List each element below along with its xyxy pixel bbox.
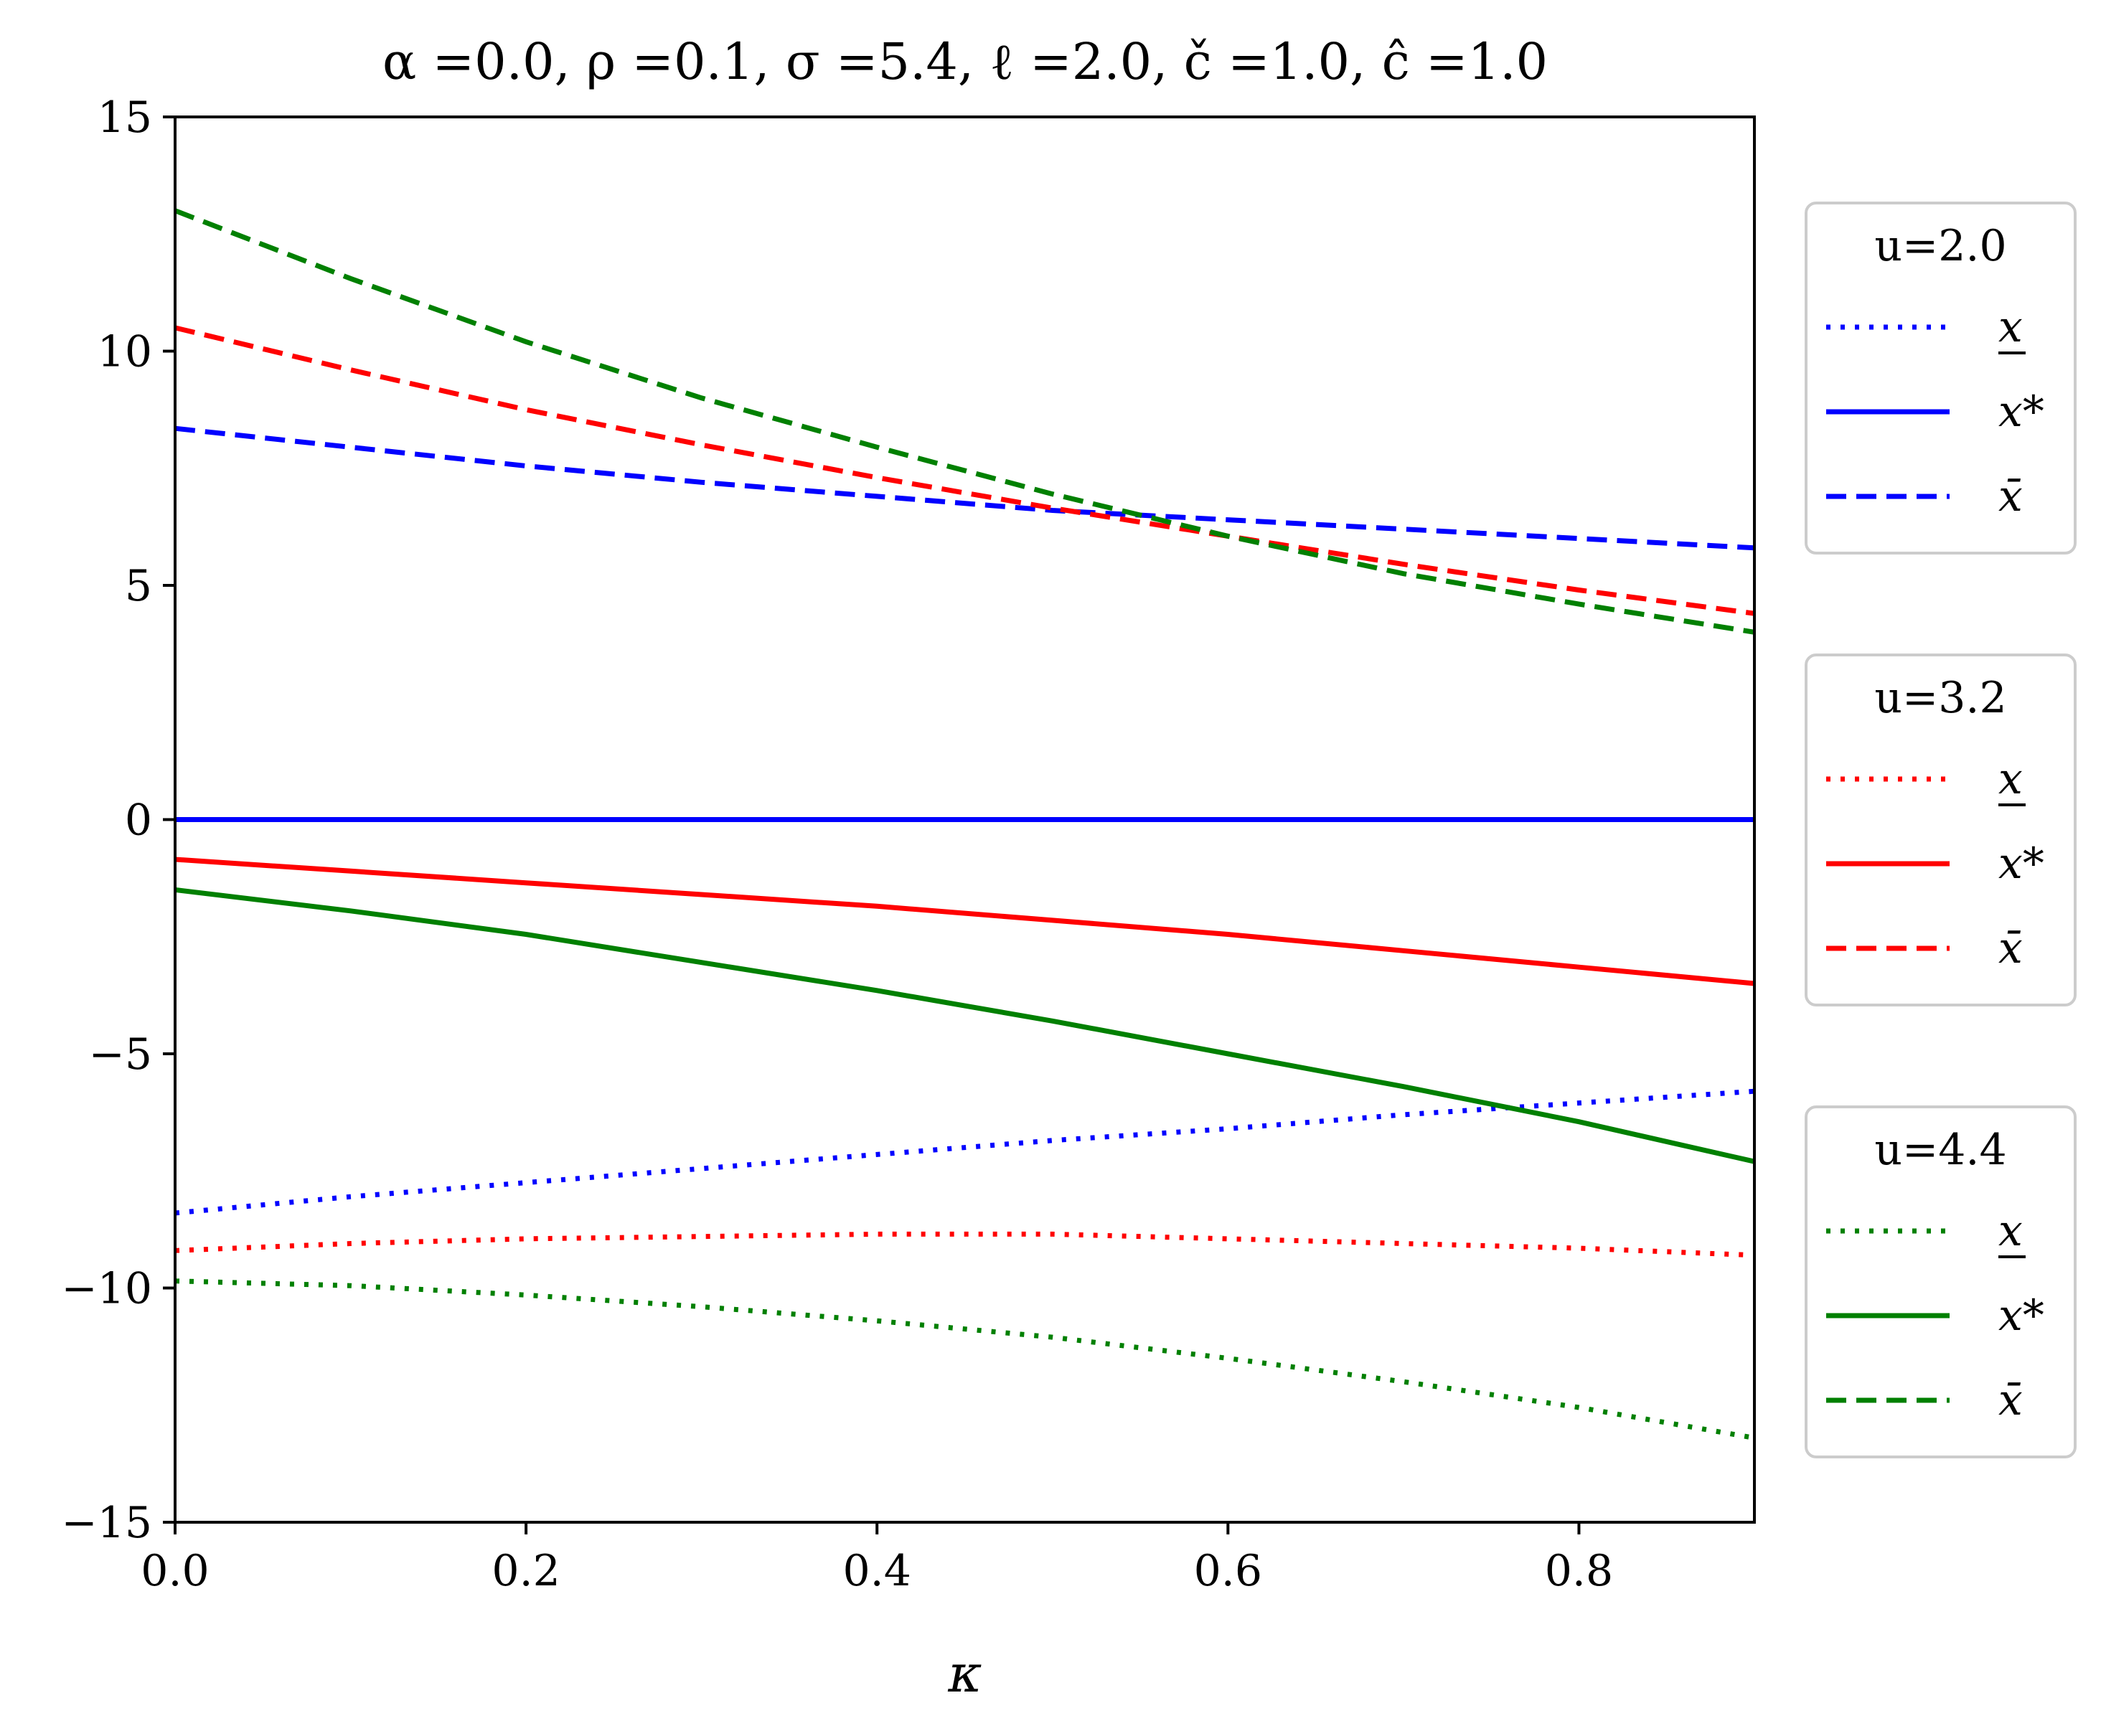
legend-label: x bbox=[1998, 1206, 2023, 1256]
legend-u-3-2: u=3.2 x x* x̄ bbox=[1805, 654, 2077, 1006]
y-tick-label: 0 bbox=[125, 796, 152, 846]
legend-label: x̄ bbox=[1998, 923, 2023, 973]
y-tick-label: 10 bbox=[98, 327, 152, 377]
legend-label: x* bbox=[1998, 1291, 2044, 1341]
y-tick-label: 5 bbox=[125, 561, 152, 611]
series-line-u-4-4-optimal bbox=[174, 887, 1755, 1164]
y-tick-label: −15 bbox=[61, 1498, 152, 1548]
x-axis-label: κ bbox=[947, 1643, 982, 1704]
legend-label: x* bbox=[1998, 839, 2044, 889]
y-tick-label: −10 bbox=[61, 1264, 152, 1314]
y-tick-label: −5 bbox=[89, 1029, 152, 1080]
legend-label: x* bbox=[1998, 387, 2044, 437]
legend-box bbox=[1805, 654, 2077, 1006]
x-tick-label: 0.4 bbox=[843, 1546, 911, 1596]
legend-box bbox=[1805, 1105, 2077, 1458]
y-axis: −15 −10 −5 0 5 10 15 bbox=[61, 93, 175, 1548]
series-line-u-3-2-lower bbox=[174, 1231, 1755, 1258]
series-line-u-2-0-lower bbox=[174, 1088, 1755, 1216]
legend-group: u=2.0 x x* x̄ u=3.2 x x* x̄ u=4.4 x x* x̄ bbox=[1805, 202, 2077, 1458]
legend-label: x bbox=[1998, 302, 2023, 352]
series-line-u-3-2-optimal bbox=[174, 857, 1755, 986]
x-axis: 0.0 0.2 0.4 0.6 0.8 bbox=[141, 1522, 1613, 1596]
legend-label: x bbox=[1998, 754, 2023, 804]
x-tick-label: 0.8 bbox=[1545, 1546, 1613, 1596]
legend-u-2-0: u=2.0 x x* x̄ bbox=[1805, 202, 2077, 555]
plot-area bbox=[174, 208, 1755, 1440]
legend-title: u=3.2 bbox=[1874, 673, 2006, 723]
legend-u-4-4: u=4.4 x x* x̄ bbox=[1805, 1105, 2077, 1458]
x-tick-label: 0.6 bbox=[1194, 1546, 1262, 1596]
x-tick-label: 0.0 bbox=[141, 1546, 209, 1596]
series-line-u-3-2-upper bbox=[174, 325, 1755, 616]
legend-title: u=2.0 bbox=[1874, 221, 2006, 271]
x-tick-label: 0.2 bbox=[492, 1546, 560, 1596]
legend-label: x̄ bbox=[1998, 471, 2023, 522]
legend-box bbox=[1805, 202, 2077, 555]
legend-label: x̄ bbox=[1998, 1375, 2023, 1425]
chart-title: α =0.0, ρ =0.1, σ =5.4, ℓ =2.0, č =1.0, … bbox=[382, 32, 1548, 91]
legend-title: u=4.4 bbox=[1874, 1125, 2006, 1175]
series-line-u-4-4-upper bbox=[174, 208, 1755, 635]
series-line-u-4-4-lower bbox=[174, 1278, 1755, 1440]
y-tick-label: 15 bbox=[98, 93, 152, 143]
series-line-u-2-0-upper bbox=[174, 425, 1755, 551]
